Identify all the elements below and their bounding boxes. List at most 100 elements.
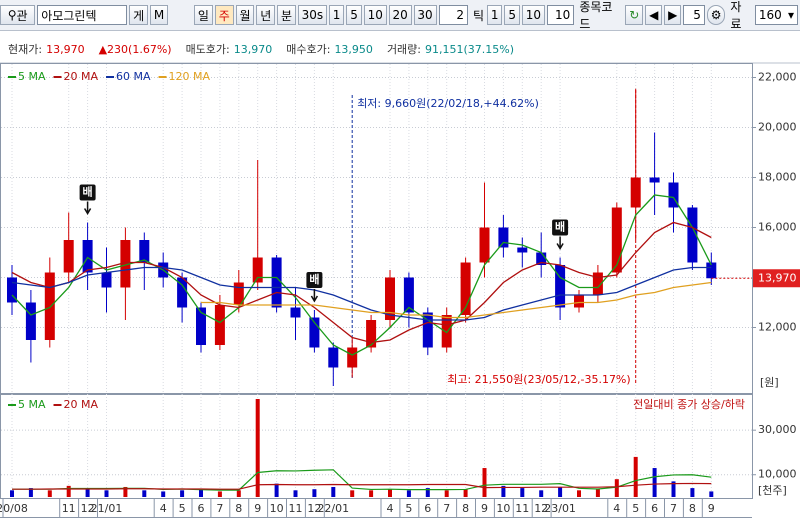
y-tick-label: 18,000 [758, 171, 797, 184]
x-tick-label: 5 [632, 502, 639, 515]
volume-bar [217, 491, 222, 497]
period-button[interactable]: 10 [363, 5, 387, 25]
label: 일 [197, 8, 209, 23]
candle-body [328, 347, 339, 368]
x-tick-label: 11 [515, 502, 529, 515]
period-button[interactable]: 주 [214, 5, 234, 25]
label: 160 [758, 8, 782, 22]
ma-line [11, 221, 712, 344]
candle-body [82, 240, 93, 273]
y-tick-label: 10,000 [758, 468, 797, 481]
dropdown-arrow: ▾ [787, 8, 794, 22]
volume-bar [577, 490, 581, 497]
marker-arrow [556, 236, 564, 250]
label: 10 [555, 8, 571, 22]
info-text: 91,151(37.15%) [425, 43, 514, 56]
candle-body [403, 277, 414, 313]
candle-body [25, 302, 36, 340]
tick-button[interactable]: 5 [504, 5, 520, 25]
button[interactable]: M [149, 5, 169, 25]
tick-button[interactable]: 10 [521, 5, 545, 25]
volume-bar [595, 489, 600, 497]
prev-button[interactable]: ◀ [645, 5, 663, 25]
volume-bar [444, 490, 449, 497]
toolbar: ⚲ 관 아모그린텍 게 M 일 주 월 년 분 30s 1 5 10 20 30 … [0, 0, 800, 31]
x-tick-label: 8 [235, 502, 242, 515]
marker-label: 배 [555, 220, 565, 234]
candle-body [290, 307, 301, 318]
period-button[interactable]: 30 [413, 5, 437, 25]
marker-label: 배 [83, 185, 93, 199]
background [0, 34, 800, 518]
annotation: 최저: 9,660원(22/02/18,+44.62%) [357, 97, 539, 110]
ma-line [201, 281, 712, 319]
legend-label: 5 MA [18, 398, 46, 411]
period-button[interactable]: 5 [346, 5, 362, 25]
volume-bar [652, 468, 657, 497]
candle-body [517, 247, 528, 253]
x-tick-label: 7 [216, 502, 223, 515]
y-tick-label: 20,000 [758, 121, 797, 134]
volume-bar [633, 456, 638, 497]
period-button[interactable]: 월 [235, 5, 255, 25]
y-tick-label: 30,000 [758, 423, 797, 436]
label: 1 [332, 8, 341, 22]
label: 5 [508, 8, 517, 22]
settings-button[interactable]: ⚙ [706, 5, 726, 25]
tick-button[interactable]: 1 [487, 5, 503, 25]
input[interactable]: 10 [546, 5, 575, 25]
select[interactable]: 160 ▾ [754, 5, 798, 25]
volume-bar [331, 486, 336, 497]
volume-bar [501, 485, 506, 497]
y-tick-label: 22,000 [758, 71, 797, 84]
candle-body [536, 252, 547, 265]
input[interactable]: 5 [683, 5, 705, 25]
volume-bar [123, 486, 128, 497]
candle-body [649, 177, 660, 183]
candle-body [271, 257, 282, 308]
volume-bar [85, 488, 90, 497]
candle-body [139, 240, 150, 263]
refresh-button[interactable]: ↻ [625, 5, 644, 25]
info-text: 매수호가: [286, 43, 330, 56]
period-button[interactable]: 년 [256, 5, 276, 25]
stock-name[interactable]: 아모그린텍 [37, 5, 128, 25]
period-button[interactable]: 1 [328, 5, 345, 25]
legend-label: 60 MA [116, 70, 151, 83]
input[interactable]: 2 [438, 5, 468, 25]
volume-bar [10, 490, 14, 497]
volume-bar [199, 489, 203, 497]
next-button[interactable]: ▶ [664, 5, 682, 25]
info-text: ▲230(1.67%) [99, 43, 172, 56]
period-button[interactable]: 일 [194, 5, 213, 25]
candle-body [555, 265, 566, 308]
ma-line [12, 482, 712, 490]
volume-bar [255, 399, 260, 497]
volume-bar [142, 490, 147, 497]
price-panel [0, 63, 753, 394]
x-tick-label: 12 [81, 502, 95, 515]
search-button[interactable]: ⚲ 관 [0, 5, 36, 25]
volume-bar [180, 490, 185, 497]
period-button[interactable]: 20 [388, 5, 412, 25]
volume-bar [47, 490, 52, 497]
x-tick-label: 5 [179, 502, 186, 515]
candle-body [63, 240, 74, 273]
button[interactable]: 게 [129, 5, 148, 25]
volume-bar [671, 481, 676, 497]
label: 아모그린텍 [41, 8, 97, 23]
candle-body [252, 257, 263, 283]
x-tick-label: 23/01 [544, 502, 576, 515]
candle-body [498, 227, 509, 248]
candle-body [347, 347, 358, 368]
y-tick-label: 16,000 [758, 221, 797, 234]
label: 게 [133, 8, 145, 23]
period-button[interactable]: 30s [297, 5, 327, 25]
candle-body [177, 277, 188, 308]
x-tick-label: 21/01 [91, 502, 123, 515]
volume-note: 전일대비 종가 상승/하락 [633, 397, 745, 411]
label: 틱 [472, 8, 485, 23]
volume-bar [66, 485, 71, 497]
period-button[interactable]: 분 [277, 5, 296, 25]
label: 종목코드 [579, 0, 613, 31]
